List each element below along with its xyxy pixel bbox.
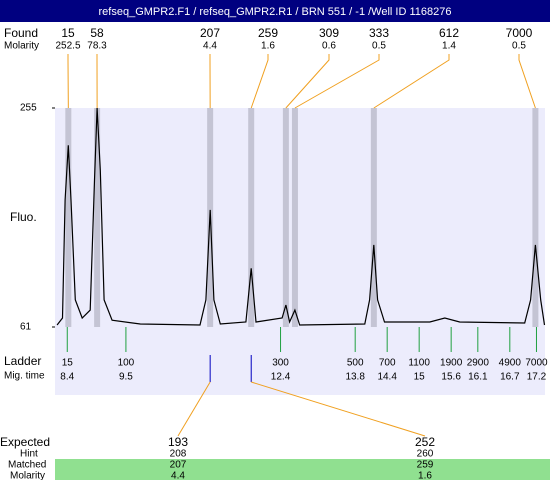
found-size: 259 [258,26,278,40]
peak-band [65,108,72,327]
ladder-area [55,327,545,395]
expected-expected: 193 [168,435,188,449]
trace [56,107,546,326]
ladder-time: 15.6 [441,372,461,383]
peak-connector [250,54,269,109]
found-size: 58 [90,26,104,40]
matched-band [55,459,550,480]
ladder-size: 1100 [408,358,430,369]
found-size: 612 [439,26,459,40]
expected-connector [251,381,426,437]
expected-label: Expected [0,435,50,449]
ladder-time: 13.8 [345,372,365,383]
ladder-time: 16.1 [468,372,488,383]
found-molarity: 1.6 [261,41,275,52]
expected-connector [177,381,211,437]
peak-connector [518,54,536,109]
ladder-size: 500 [347,358,364,369]
ladder-time: 17.2 [527,372,547,383]
ladder-time: 14.4 [377,372,397,383]
found-molarity: 78.3 [87,41,107,52]
title-bar [0,0,550,22]
peak-band [291,108,298,327]
peak-connector [294,54,380,109]
ladder-time: 15 [414,372,426,383]
y-axis-label: Fluo. [10,210,37,224]
ladder-size: 100 [118,358,135,369]
expected-expected: 252 [415,435,435,449]
peak-band [370,108,377,327]
y-tick-label: 255 [20,103,37,114]
title: refseq_GMPR2.F1 / refseq_GMPR2.R1 / BRN … [99,6,452,18]
peak-band [282,108,289,327]
peak-connector [285,54,330,109]
found-molarity: 0.5 [512,41,526,52]
found-molarity: 0.5 [372,41,386,52]
ladder-size: 300 [272,358,289,369]
expected-hint: 260 [417,449,434,460]
found-molarity: 0.6 [322,41,336,52]
peak-band [248,108,255,327]
molarity-label: Molarity [4,41,39,52]
found-size: 207 [200,26,220,40]
ladder-time: 8.4 [60,372,74,383]
found-molarity: 4.4 [203,41,217,52]
expected-hint: 208 [170,449,187,460]
expected-molarity: 1.6 [418,471,432,480]
found-molarity: 252.5 [55,41,80,52]
ladder-size: 700 [379,358,396,369]
ladder-time: 9.5 [119,372,133,383]
ladder-size: 7000 [525,358,548,369]
ladder-size: 15 [62,358,74,369]
expected-matched: 259 [417,460,434,471]
expected-molarity: 4.4 [171,471,185,480]
hint-label: Hint [20,449,38,460]
ladder-size: 1900 [440,358,463,369]
found-molarity: 1.4 [442,41,456,52]
y-tick-label: 61 [20,322,32,333]
molarity-row-label: Molarity [10,471,45,480]
mig-time-label: Mig. time [4,371,45,382]
found-size: 309 [319,26,339,40]
expected-matched: 207 [170,460,187,471]
peak-band [532,108,539,327]
ladder-label: Ladder [4,354,41,368]
ladder-time: 16.7 [500,372,520,383]
found-size: 333 [369,26,389,40]
found-label: Found [4,26,38,40]
plot-area [55,108,545,327]
ladder-time: 12.4 [271,372,291,383]
ladder-size: 4900 [499,358,522,369]
found-size: 15 [61,26,75,40]
matched-label: Matched [8,460,46,471]
peak-connector [373,54,450,109]
found-size: 7000 [506,26,533,40]
ladder-size: 2900 [467,358,490,369]
peak-band [94,108,101,327]
